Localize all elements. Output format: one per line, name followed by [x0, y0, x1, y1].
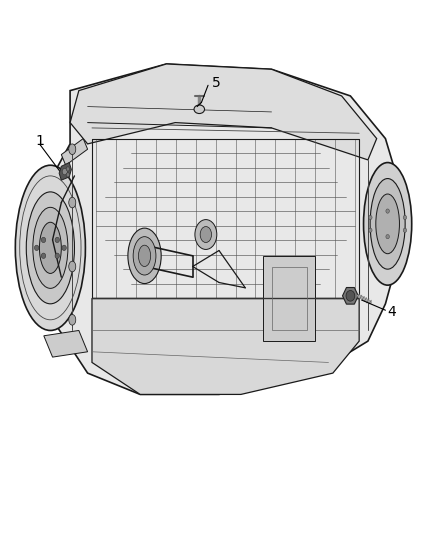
Text: 5: 5 [212, 76, 221, 90]
Polygon shape [44, 330, 88, 357]
Ellipse shape [369, 228, 372, 232]
Ellipse shape [138, 245, 151, 266]
Ellipse shape [376, 194, 399, 254]
Ellipse shape [26, 192, 74, 304]
Ellipse shape [69, 261, 76, 272]
Ellipse shape [133, 237, 156, 275]
Ellipse shape [55, 237, 60, 243]
Polygon shape [61, 139, 88, 165]
Ellipse shape [62, 245, 66, 251]
Ellipse shape [403, 228, 406, 232]
Text: 4: 4 [388, 305, 396, 319]
Ellipse shape [33, 207, 68, 288]
Ellipse shape [195, 220, 217, 249]
Ellipse shape [66, 167, 70, 171]
Ellipse shape [346, 290, 355, 301]
Ellipse shape [39, 222, 61, 273]
Ellipse shape [55, 253, 60, 259]
Ellipse shape [69, 197, 76, 208]
Ellipse shape [15, 165, 85, 330]
Ellipse shape [69, 314, 76, 325]
Ellipse shape [386, 235, 389, 239]
Ellipse shape [364, 163, 412, 285]
Ellipse shape [69, 144, 76, 155]
Ellipse shape [369, 215, 372, 220]
Ellipse shape [403, 215, 406, 220]
Ellipse shape [194, 105, 205, 114]
Ellipse shape [62, 168, 67, 175]
Ellipse shape [41, 237, 46, 243]
Ellipse shape [41, 253, 46, 259]
Ellipse shape [66, 173, 70, 177]
Ellipse shape [370, 179, 405, 269]
Ellipse shape [200, 227, 212, 243]
Polygon shape [59, 163, 71, 180]
Polygon shape [343, 287, 358, 304]
Polygon shape [92, 298, 359, 394]
Polygon shape [35, 64, 403, 394]
Ellipse shape [386, 209, 389, 213]
Ellipse shape [35, 245, 39, 251]
Polygon shape [70, 64, 377, 160]
Polygon shape [263, 256, 315, 341]
Ellipse shape [128, 228, 161, 284]
Text: 1: 1 [36, 134, 45, 148]
